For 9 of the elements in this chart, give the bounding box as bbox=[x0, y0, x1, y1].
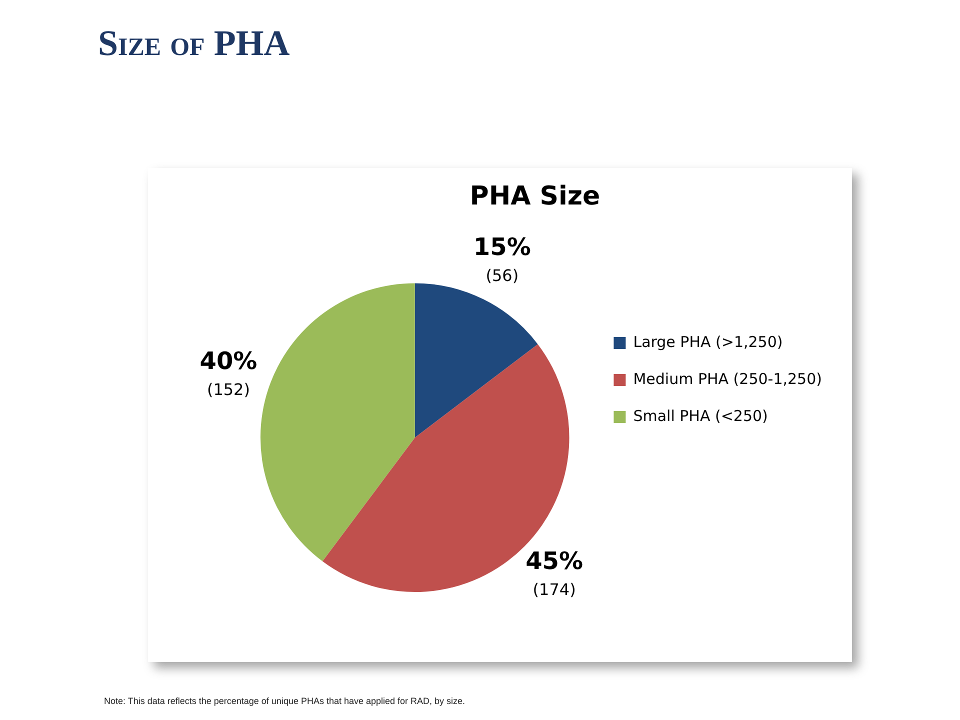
data-label: 15% (56) bbox=[473, 232, 531, 285]
legend-label: Large PHA (>1,250) bbox=[633, 332, 783, 351]
chart-subtitle: PHA Size bbox=[470, 181, 600, 212]
text: Note: This data reflects the percentage of unique PHAs that have applied for RAD, by size. bbox=[104, 696, 466, 706]
chart-title: Size of PHA bbox=[98, 22, 290, 64]
data-label: 40% (152) bbox=[200, 346, 258, 399]
data-label: 45% (174) bbox=[526, 547, 584, 600]
legend-label: Medium PHA (250-1,250) bbox=[633, 370, 822, 388]
legend-label: Small PHA (<250) bbox=[633, 406, 768, 425]
